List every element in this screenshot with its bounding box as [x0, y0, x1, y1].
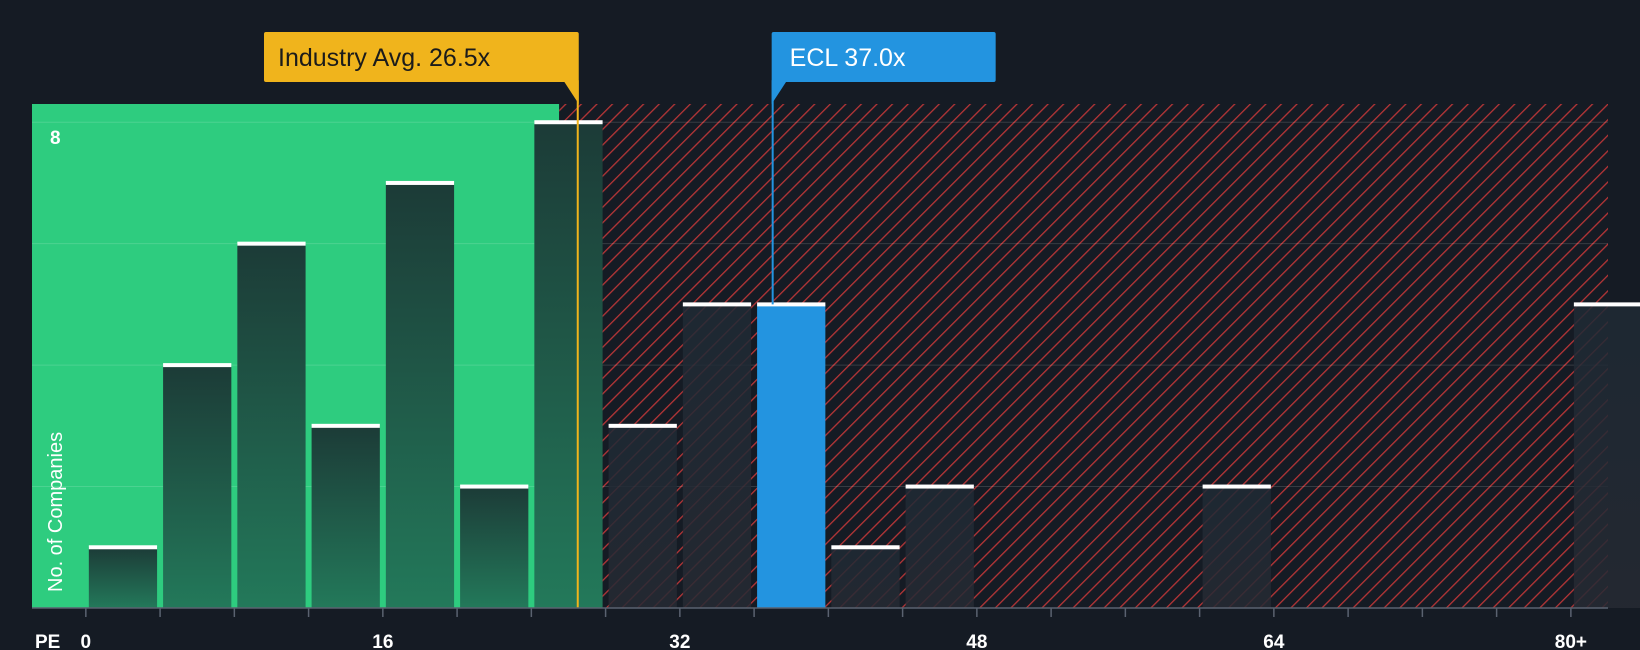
bar-top — [1573, 302, 1640, 307]
bar-top — [757, 302, 826, 307]
reference-markers — [576, 80, 774, 608]
bar — [608, 425, 677, 608]
bar-top — [905, 484, 974, 489]
bar-top — [163, 363, 232, 368]
company-pe-box — [771, 32, 996, 82]
bar — [757, 304, 826, 608]
y-tick-label: 8 — [50, 128, 61, 149]
company-pe-label: ECL 37.0x — [790, 44, 906, 72]
bar-top — [460, 484, 529, 489]
bar — [1573, 304, 1640, 608]
industry-avg-label: Industry Avg. 26.5x — [278, 44, 491, 72]
bar — [460, 486, 529, 608]
bar — [385, 182, 455, 608]
bar — [534, 122, 603, 609]
bar — [311, 425, 380, 608]
bar-top — [1202, 484, 1271, 489]
bar — [831, 547, 900, 608]
industry-avg-box — [264, 32, 579, 82]
x-tick-label: 0 — [81, 632, 92, 650]
axes: PE No. of Companies 0 16 32 48 64 80+ 8 — [32, 128, 1608, 650]
x-tick-label: 32 — [669, 632, 690, 650]
callouts: Industry Avg. 26.5x ECL 37.0x — [264, 32, 996, 104]
y-axis-label: No. of Companies — [45, 432, 67, 592]
x-tick-label: 48 — [966, 632, 987, 650]
bar-top — [534, 120, 603, 125]
bar-top — [237, 241, 306, 246]
industry-avg-callout: Industry Avg. 26.5x — [264, 32, 579, 104]
bar — [163, 365, 232, 608]
bar-top — [311, 423, 380, 428]
bar-top — [88, 545, 158, 550]
bars — [88, 120, 1640, 609]
bar — [1202, 486, 1271, 608]
x-tick-label: 64 — [1263, 632, 1285, 650]
company-callout: ECL 37.0x — [771, 32, 996, 104]
bar — [88, 547, 158, 608]
bar-top — [608, 423, 677, 428]
bar-top — [682, 302, 752, 307]
x-tick-label: 80+ — [1555, 632, 1587, 650]
plot-background — [32, 104, 1608, 608]
industry-avg-pointer — [563, 81, 579, 104]
bar — [237, 243, 306, 608]
bar — [905, 486, 974, 608]
bar — [682, 304, 752, 608]
x-tick-label: 16 — [372, 632, 393, 650]
bar-top — [831, 545, 900, 550]
x-axis-label: PE — [35, 632, 60, 650]
bar-top — [385, 180, 455, 185]
company-pe-pointer — [771, 81, 787, 104]
